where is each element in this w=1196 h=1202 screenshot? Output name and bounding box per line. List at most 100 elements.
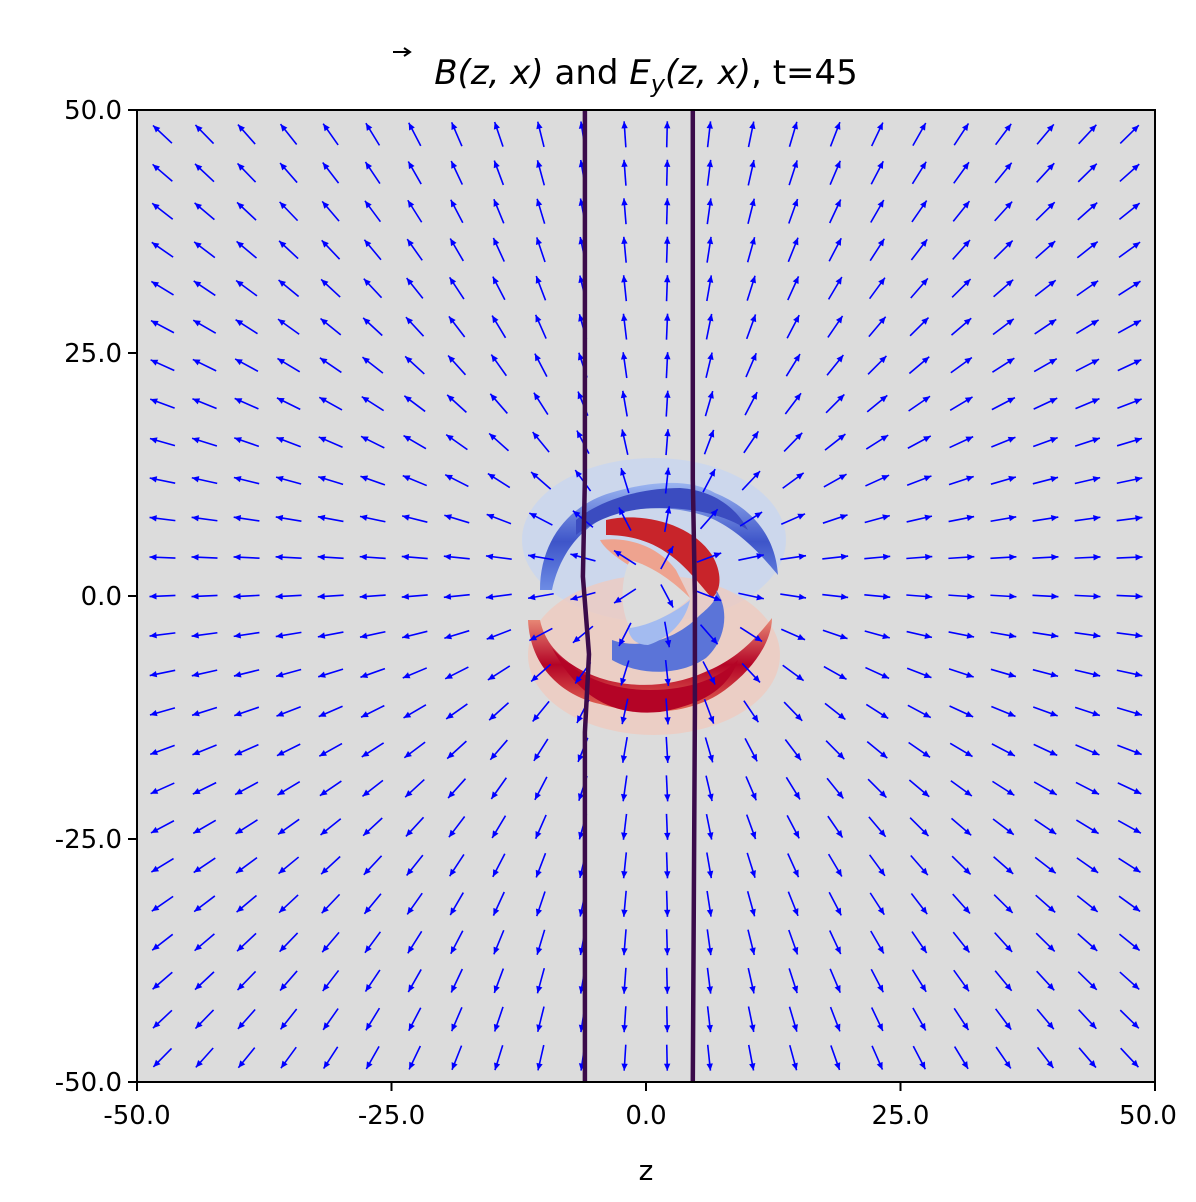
quiver-arrowhead — [321, 867, 329, 875]
quiver-arrowhead — [836, 355, 844, 363]
x-tick-label: 0.0 — [625, 1101, 666, 1131]
quiver-arrowhead — [238, 1060, 246, 1068]
quiver-arrowhead — [621, 159, 628, 168]
quiver-arrowhead — [492, 315, 499, 324]
quiver-arrowhead — [877, 199, 884, 208]
quiver-arrowhead — [710, 636, 718, 645]
y-tick-label: 50.0 — [64, 96, 122, 126]
quiver-arrowhead — [1135, 554, 1143, 561]
y-tick: -25.0 — [55, 825, 137, 855]
quiver-arrowhead — [664, 794, 671, 802]
quiver-arrowhead — [235, 319, 244, 327]
quiver-arrowhead — [963, 828, 972, 836]
quiver-arrowhead — [1047, 983, 1055, 991]
quiver-arrowhead — [1093, 593, 1101, 600]
quiver-arrowhead — [578, 352, 585, 361]
quiver-arrowhead — [234, 749, 243, 756]
quiver-arrowhead — [490, 752, 498, 760]
x-tick-label: 50.0 — [1119, 1101, 1177, 1131]
quiver-arrowhead — [664, 236, 671, 244]
quiver-arrowhead — [318, 671, 326, 678]
quiver-arrowhead — [924, 514, 932, 521]
quiver-arrowhead — [749, 870, 756, 878]
quiver-arrowhead — [193, 280, 202, 288]
quiver-arrowhead — [962, 162, 969, 170]
quiver-arrowhead — [706, 236, 714, 245]
quiver-arrowhead — [361, 750, 370, 757]
quiver-arrowhead — [233, 593, 241, 600]
quiver-arrowhead — [529, 513, 538, 520]
quiver-arrowhead — [667, 546, 674, 554]
quiver-arrowhead — [276, 749, 285, 756]
quiver-arrowhead — [706, 275, 714, 283]
quiver-arrowhead — [877, 907, 885, 915]
quiver-arrowhead — [1050, 514, 1059, 522]
quiver-arrowhead — [317, 593, 325, 600]
quiver-arrowhead — [751, 714, 759, 723]
quiver-arrowhead — [323, 123, 330, 132]
quiver-arrowhead — [407, 200, 415, 208]
quiver-arrowhead — [235, 788, 243, 795]
quiver-arrowhead — [881, 475, 890, 482]
quiver-arrowhead — [361, 436, 369, 443]
quiver-arrowhead — [793, 354, 801, 362]
quiver-arrowhead — [1046, 1060, 1054, 1068]
y-tick: 0.0 — [81, 582, 137, 612]
quiver-arrowhead — [279, 944, 287, 952]
quiver-arrowhead — [408, 984, 415, 993]
quiver-arrowhead — [447, 751, 455, 759]
quiver-arrowhead — [359, 514, 368, 521]
quiver-arrowhead — [276, 710, 285, 717]
quiver-arrowhead — [450, 907, 457, 916]
quiver-arrowhead — [620, 793, 628, 802]
quiver-arrowhead — [834, 985, 841, 993]
quiver-arrowhead — [620, 755, 628, 763]
quiver-arrowhead — [444, 514, 452, 521]
quiver-arrowhead — [1135, 515, 1143, 522]
quiver-arrowhead — [664, 275, 671, 283]
quiver-arrowhead — [322, 983, 330, 992]
quiver-arrowhead — [667, 599, 674, 608]
quiver-arrowhead — [922, 750, 931, 758]
quiver-arrowhead — [1132, 865, 1141, 873]
quiver-arrowhead — [876, 1061, 883, 1070]
quiver-arrowhead — [707, 391, 714, 399]
quiver-arrowhead — [706, 121, 713, 129]
quiver-arrowhead — [1050, 671, 1059, 678]
quiver-arrowhead — [621, 236, 628, 245]
quiver-arrowhead — [152, 943, 160, 951]
quiver-arrowhead — [1132, 943, 1140, 951]
quiver-arrowhead — [922, 396, 931, 403]
quiver-arrowhead — [150, 398, 158, 405]
quiver-arrowhead — [363, 278, 371, 287]
quiver-arrowhead — [317, 632, 326, 639]
quiver-arrowhead — [317, 514, 326, 522]
quiver-arrowhead — [750, 353, 757, 361]
quiver-arrowhead — [1048, 827, 1057, 835]
quiver-arrowhead — [192, 398, 201, 405]
quiver-arrowhead — [834, 946, 841, 955]
quiver-arrowhead — [962, 983, 969, 992]
quiver-arrowhead — [236, 905, 244, 913]
ey-inner-red-arc — [606, 517, 720, 598]
quiver-arrowhead — [1132, 281, 1141, 288]
quiver-arrowhead — [406, 868, 414, 876]
quiver-arrowhead — [195, 982, 203, 990]
quiver-arrowhead — [962, 240, 971, 248]
quiver-arrowhead — [486, 513, 495, 520]
quiver-arrowhead — [791, 1062, 798, 1071]
quiver-arrowhead — [192, 359, 201, 366]
quiver-arrowhead — [920, 867, 928, 876]
quiver-arrowhead — [536, 121, 543, 130]
quiver-arrowhead — [878, 277, 885, 286]
quiver-arrowhead — [485, 593, 494, 600]
quiver-arrowhead — [275, 593, 283, 600]
quiver-arrowhead — [878, 829, 886, 837]
quiver-arrowhead — [364, 906, 372, 914]
quiver-arrowhead — [192, 749, 201, 756]
quiver-arrowhead — [276, 671, 284, 678]
quiver-arrowhead — [237, 163, 245, 171]
quiver-arrowhead — [614, 596, 622, 604]
quiver-arrowhead — [798, 553, 807, 560]
quiver-arrowhead — [838, 474, 847, 481]
